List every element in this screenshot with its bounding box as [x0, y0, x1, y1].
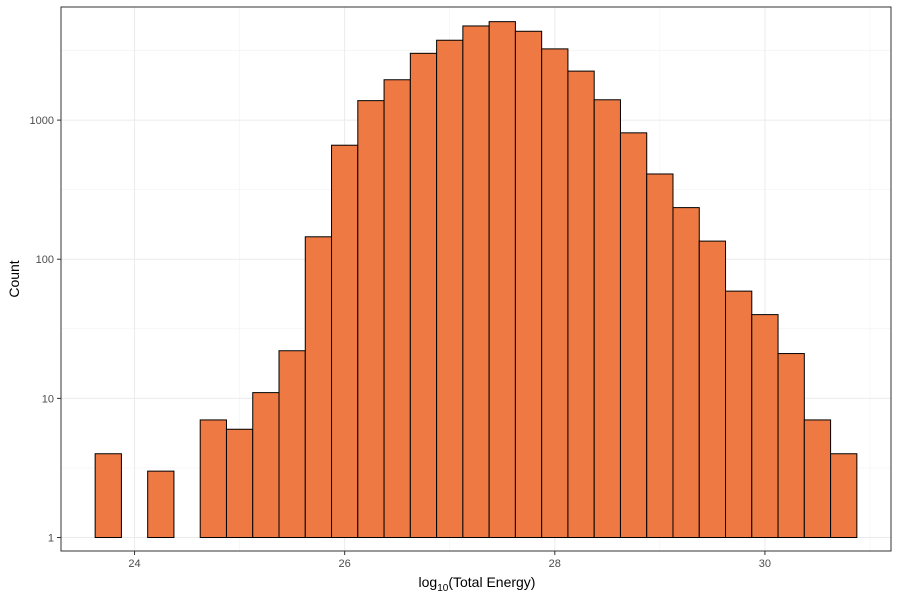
x-axis-title-rest: (Total Energy)	[448, 574, 535, 590]
y-tick-label: 10	[42, 393, 54, 405]
histogram-bar	[488, 21, 516, 539]
histogram-bar	[619, 132, 648, 539]
histogram-bar	[252, 392, 280, 539]
histogram-bar	[672, 207, 700, 539]
histogram-bar	[567, 70, 595, 539]
y-tick-label: 100	[36, 254, 54, 266]
y-axis-title: Count	[6, 260, 22, 297]
histogram-bar	[830, 453, 858, 539]
x-axis-title-base: log	[419, 574, 438, 590]
histogram-bar	[147, 470, 175, 539]
histogram-bar	[199, 419, 227, 539]
x-axis: 24 26 28 30	[128, 551, 771, 570]
x-tick-label: 28	[549, 558, 561, 570]
histogram-bar	[725, 290, 753, 539]
histogram-bar	[436, 39, 464, 539]
histogram-bar	[541, 48, 569, 539]
histogram-bar	[409, 52, 438, 539]
x-tick-label: 24	[128, 558, 140, 570]
histogram-bar	[646, 173, 674, 539]
histogram-bar	[462, 25, 490, 539]
histogram-bar	[331, 144, 359, 539]
histogram-bar	[94, 453, 122, 539]
histogram-bar	[225, 428, 254, 539]
x-tick-label: 26	[339, 558, 351, 570]
y-tick-label: 1000	[30, 115, 54, 127]
histogram-bars	[94, 21, 858, 539]
histogram-bar	[383, 79, 411, 539]
histogram-bar	[304, 236, 333, 539]
histogram-bar	[278, 350, 306, 539]
histogram-bar	[751, 314, 779, 539]
histogram-bar	[357, 100, 385, 539]
histogram-bar	[777, 353, 805, 539]
x-axis-title-subscript: 10	[437, 583, 449, 594]
y-tick-label: 1	[48, 533, 54, 545]
y-axis: 1 10 100 1000	[30, 115, 61, 545]
histogram-bar	[803, 419, 832, 539]
histogram-bar	[593, 99, 621, 539]
histogram-bar	[698, 240, 727, 539]
x-tick-label: 30	[759, 558, 771, 570]
histogram-bar	[514, 30, 543, 539]
x-axis-title: log10(Total Energy)	[419, 574, 536, 594]
panel-border	[60, 6, 892, 552]
